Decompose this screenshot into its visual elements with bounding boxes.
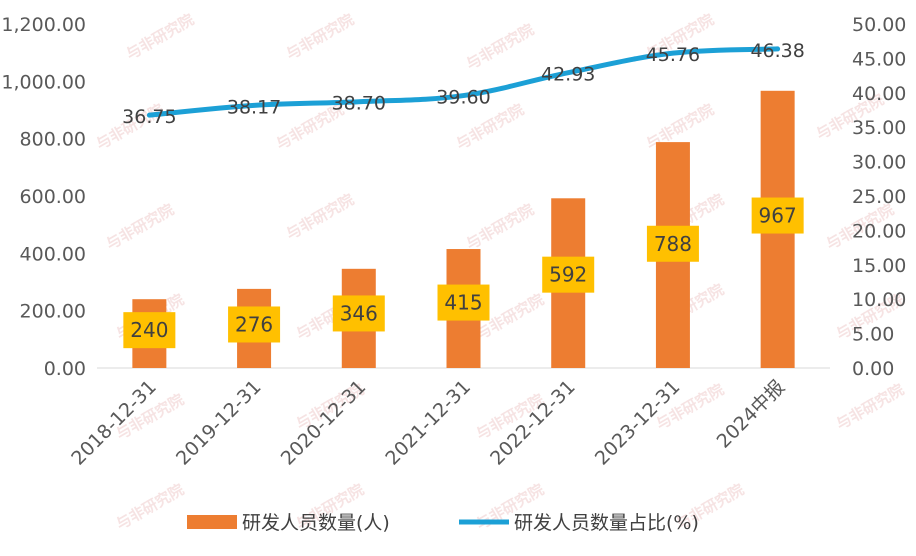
line-data-label: 38.70 (332, 93, 386, 115)
series-line (146, 46, 781, 118)
bar-labels: 240 276 346 415 592 788 967 (123, 197, 804, 349)
bar-data-label: 346 (340, 301, 378, 325)
bar-label-box (228, 306, 281, 343)
x-axis: 2018-12-31 2019-12-31 2020-12-31 2021-12-31… (67, 376, 789, 470)
legend-label-bar: 研发人员数量(人) (242, 512, 390, 534)
bar-label-box (751, 197, 804, 234)
bar-data-label: 967 (759, 204, 797, 228)
bar-label-box (123, 312, 176, 349)
watermark-text: 与非研究院 (103, 200, 177, 253)
bar-data-label: 592 (549, 263, 587, 287)
right-axis-tick-label: 15.00 (852, 255, 906, 277)
watermark-text: 与非研究院 (283, 190, 357, 243)
watermark-text: 与非研究院 (463, 200, 537, 253)
right-axis-tick-label: 25.00 (852, 186, 906, 208)
watermark-text: 与非研究院 (463, 20, 537, 73)
left-axis-tick-label: 1,200.00 (1, 14, 86, 36)
right-axis-tick-label: 10.00 (852, 289, 906, 311)
watermark-text: 与非研究院 (283, 10, 357, 63)
x-axis-tick-label: 2019-12-31 (172, 376, 266, 470)
bar-data-label: 276 (235, 312, 273, 336)
bar-label-box (542, 256, 595, 293)
bar-data-label: 240 (130, 318, 168, 342)
right-axis-tick-label: 5.00 (852, 324, 894, 346)
legend: 研发人员数量(人) 研发人员数量占比(%) (187, 512, 699, 534)
right-axis-tick-label: 35.00 (852, 117, 906, 139)
right-axis-tick-label: 45.00 (852, 48, 906, 70)
line-data-label: 36.75 (122, 106, 176, 128)
left-axis: 0.00 200.00 400.00 600.00 800.00 1,000.00 1,20… (1, 14, 86, 380)
bar-data-label: 788 (654, 232, 692, 256)
bar-label-box (646, 225, 699, 262)
right-axis: 0.00 5.00 10.00 15.00 20.00 25.00 30.00 35.00 40… (852, 14, 906, 380)
legend-swatch-bar (187, 515, 237, 529)
bar-label-box (332, 295, 385, 332)
line-series: 36.75 38.17 38.70 39.60 42.93 45.76 46.38 (122, 40, 805, 128)
left-axis-tick-label: 1,000.00 (1, 71, 86, 93)
left-axis-tick-label: 600.00 (20, 186, 86, 208)
line-data-label: 42.93 (541, 64, 595, 86)
left-axis-tick-label: 400.00 (20, 243, 86, 265)
left-axis-tick-label: 200.00 (20, 301, 86, 323)
legend-label-line: 研发人员数量占比(%) (514, 512, 699, 534)
bar-label-box (437, 284, 490, 321)
bar-data-label: 415 (444, 291, 482, 315)
line-data-label: 38.17 (227, 96, 281, 118)
right-axis-tick-label: 30.00 (852, 152, 906, 174)
x-axis-tick-label: 2021-12-31 (381, 376, 475, 470)
right-axis-tick-label: 40.00 (852, 83, 906, 105)
line-data-label: 46.38 (750, 40, 804, 62)
left-axis-tick-label: 0.00 (44, 358, 86, 380)
right-axis-tick-label: 0.00 (852, 358, 894, 380)
line-data-label: 45.76 (646, 44, 700, 66)
watermark-text: 与非研究院 (833, 380, 907, 433)
line-data-label: 39.60 (436, 87, 490, 109)
left-axis-tick-label: 800.00 (20, 129, 86, 151)
watermark-text: 与非研究院 (113, 480, 187, 533)
watermark-text: 与非研究院 (123, 10, 197, 63)
x-axis-tick-label: 2020-12-31 (277, 376, 371, 470)
x-axis-tick-label: 2024中报 (713, 376, 790, 453)
right-axis-tick-label: 20.00 (852, 220, 906, 242)
right-axis-tick-label: 50.00 (852, 14, 906, 36)
